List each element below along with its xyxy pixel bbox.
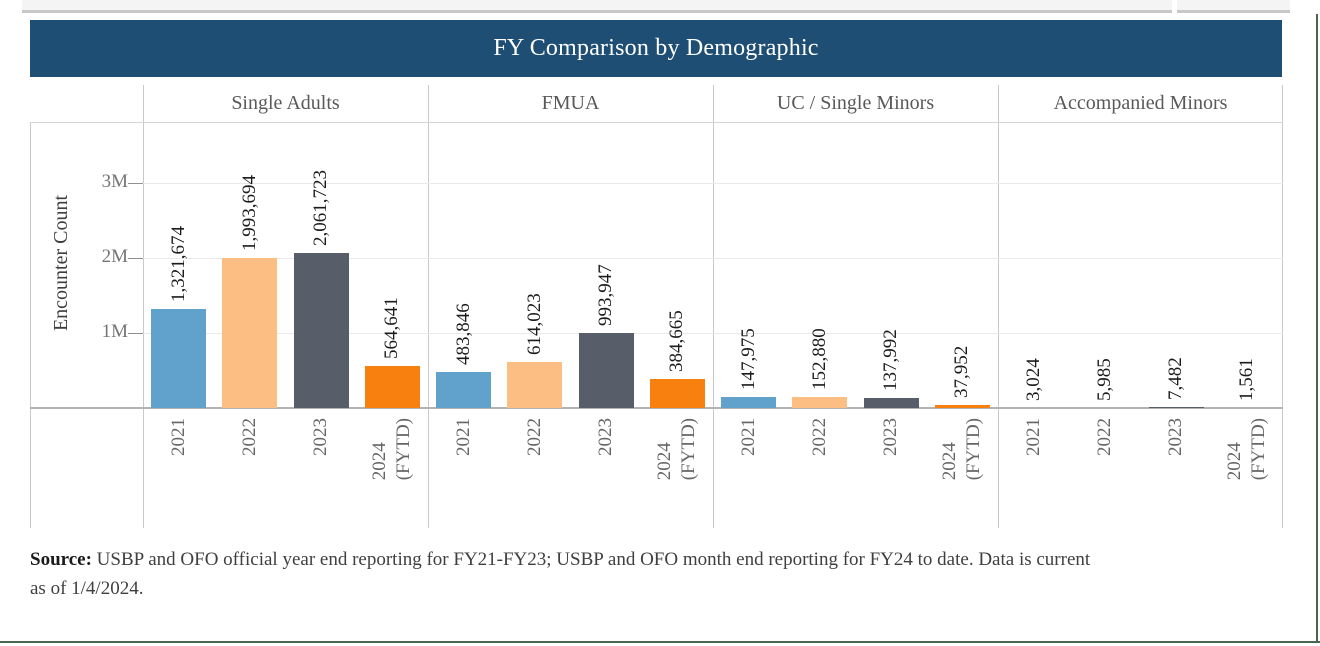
bar-value-label: 614,023 bbox=[523, 293, 545, 355]
bar-value-label: 5,985 bbox=[1093, 358, 1115, 401]
x-tick-label: 2023 bbox=[880, 418, 902, 456]
chart-left-border bbox=[30, 122, 31, 528]
y-tick-mark bbox=[128, 333, 143, 334]
x-tick-label: 2023 bbox=[1165, 418, 1187, 456]
bar-value-label: 1,561 bbox=[1236, 358, 1258, 401]
source-text-line1: USBP and OFO official year end reporting… bbox=[91, 549, 1091, 570]
bar-single-adults-2022 bbox=[222, 258, 278, 408]
bar-value-label: 1,321,674 bbox=[167, 226, 189, 302]
bar-fmua-2021 bbox=[436, 372, 492, 408]
chart-region: Single Adults FMUA UC / Single Minors Accom… bbox=[30, 85, 1283, 530]
y-tick-label: 1M bbox=[101, 321, 128, 342]
bar-value-label: 7,482 bbox=[1165, 357, 1187, 400]
source-note: Source: USBP and OFO official year end r… bbox=[30, 545, 1282, 603]
top-scrollbar-strip-right bbox=[1177, 0, 1290, 13]
x-tick-label: 2024 (FYTD) bbox=[939, 418, 985, 481]
x-tick-label: 2023 bbox=[310, 418, 332, 456]
bar-value-label: 993,947 bbox=[595, 264, 617, 326]
category-header-3: UC / Single Minors bbox=[776, 92, 935, 114]
gridline bbox=[143, 258, 1283, 259]
bar-uc-single-minors-2024-FYTD- bbox=[934, 405, 990, 408]
x-tick-label: 2023 bbox=[595, 418, 617, 456]
bar-uc-single-minors-2022 bbox=[792, 397, 848, 408]
panel-divider bbox=[998, 85, 999, 528]
x-tick-label: 2021 bbox=[167, 418, 189, 456]
page-right-border bbox=[1316, 14, 1318, 643]
source-label: Source: bbox=[30, 549, 92, 570]
bar-single-adults-2021 bbox=[151, 309, 207, 408]
bar-value-label: 384,665 bbox=[666, 310, 688, 372]
top-scrollbar-strip-left bbox=[22, 0, 1172, 13]
bar-value-label: 147,975 bbox=[737, 328, 759, 390]
bar-value-label: 564,641 bbox=[381, 297, 403, 359]
x-tick-label: 2021 bbox=[452, 418, 474, 456]
y-tick-mark bbox=[128, 183, 143, 184]
bar-uc-single-minors-2021 bbox=[721, 397, 777, 408]
category-header-2: FMUA bbox=[541, 92, 600, 114]
report-title-bar: FY Comparison by Demographic bbox=[30, 20, 1282, 77]
panel-divider bbox=[143, 85, 144, 528]
bar-value-label: 137,992 bbox=[880, 329, 902, 391]
report-title: FY Comparison by Demographic bbox=[493, 35, 819, 61]
bar-single-adults-2024-FYTD- bbox=[364, 366, 420, 408]
page-bottom-border bbox=[0, 641, 1320, 643]
x-tick-label: 2021 bbox=[1022, 418, 1044, 456]
x-tick-label: 2022 bbox=[808, 418, 830, 456]
x-tick-label: 2024 (FYTD) bbox=[654, 418, 700, 481]
y-tick-label: 3M bbox=[101, 171, 128, 192]
category-header-1: Single Adults bbox=[231, 92, 340, 114]
x-tick-label: 2024 (FYTD) bbox=[1224, 418, 1270, 481]
x-tick-label: 2022 bbox=[523, 418, 545, 456]
plot-top-border bbox=[30, 122, 1283, 123]
bar-fmua-2023 bbox=[578, 333, 634, 408]
bar-value-label: 3,024 bbox=[1022, 358, 1044, 401]
bar-value-label: 483,846 bbox=[452, 303, 474, 365]
bar-value-label: 152,880 bbox=[808, 328, 830, 390]
panel-divider bbox=[1282, 85, 1283, 528]
bar-fmua-2022 bbox=[507, 362, 563, 408]
bar-fmua-2024-FYTD- bbox=[649, 379, 705, 408]
panel-divider bbox=[713, 85, 714, 528]
gridline bbox=[143, 183, 1283, 184]
x-tick-label: 2021 bbox=[737, 418, 759, 456]
bar-accompanied-minors-2023 bbox=[1148, 407, 1204, 408]
panel-divider bbox=[428, 85, 429, 528]
bar-value-label: 37,952 bbox=[951, 345, 973, 398]
gridline bbox=[143, 333, 1283, 334]
x-tick-label: 2022 bbox=[1093, 418, 1115, 456]
bar-uc-single-minors-2023 bbox=[863, 398, 919, 408]
bar-value-label: 1,993,694 bbox=[238, 175, 260, 251]
source-text-line2: as of 1/4/2024. bbox=[30, 578, 144, 599]
y-axis-title: Encounter Count bbox=[50, 194, 72, 332]
category-header-4: Accompanied Minors bbox=[1053, 92, 1228, 114]
bar-single-adults-2023 bbox=[293, 253, 349, 408]
bar-value-label: 2,061,723 bbox=[310, 170, 332, 246]
y-tick-label: 2M bbox=[101, 246, 128, 267]
y-tick-mark bbox=[128, 258, 143, 259]
x-axis-line bbox=[30, 407, 1283, 409]
x-tick-label: 2022 bbox=[238, 418, 260, 456]
x-tick-label: 2024 (FYTD) bbox=[369, 418, 415, 481]
